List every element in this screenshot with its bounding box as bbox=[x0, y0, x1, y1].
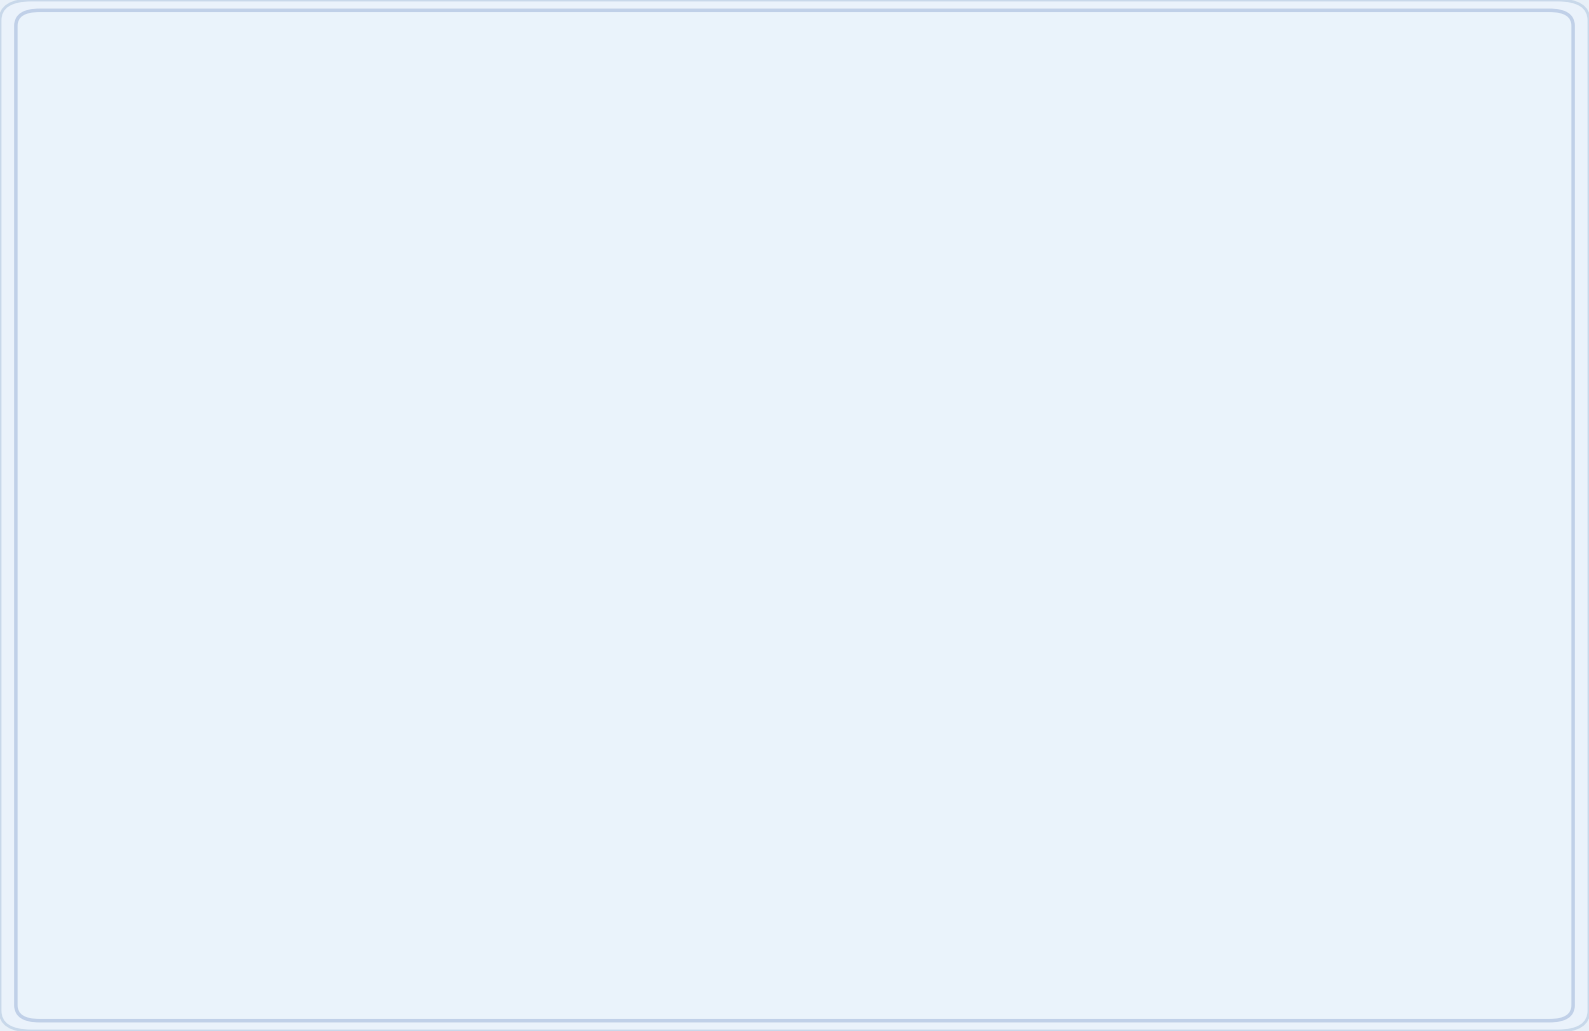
FancyBboxPatch shape bbox=[191, 220, 381, 318]
Text: AUTHORITATIVE
NAMESERVER: AUTHORITATIVE NAMESERVER bbox=[1185, 768, 1357, 809]
Circle shape bbox=[1308, 564, 1330, 578]
FancyBboxPatch shape bbox=[191, 734, 381, 833]
Polygon shape bbox=[1184, 381, 1359, 411]
FancyBboxPatch shape bbox=[205, 487, 367, 565]
Circle shape bbox=[871, 410, 893, 425]
Polygon shape bbox=[1359, 483, 1394, 548]
Text: TTL = 1 HOUR: TTL = 1 HOUR bbox=[969, 553, 1122, 571]
Circle shape bbox=[871, 519, 893, 533]
Polygon shape bbox=[267, 569, 305, 608]
Polygon shape bbox=[1359, 411, 1394, 477]
FancyBboxPatch shape bbox=[715, 559, 922, 636]
Polygon shape bbox=[1359, 554, 1394, 620]
Circle shape bbox=[871, 601, 893, 616]
FancyBboxPatch shape bbox=[205, 229, 367, 307]
Polygon shape bbox=[715, 441, 922, 476]
FancyBboxPatch shape bbox=[715, 476, 922, 555]
Circle shape bbox=[871, 493, 893, 507]
Polygon shape bbox=[267, 311, 305, 351]
FancyBboxPatch shape bbox=[1184, 554, 1359, 620]
FancyBboxPatch shape bbox=[210, 604, 362, 629]
FancyBboxPatch shape bbox=[210, 346, 362, 372]
Text: RESOLVER
WITH CACHE: RESOLVER WITH CACHE bbox=[748, 768, 888, 809]
Polygon shape bbox=[1184, 452, 1359, 483]
Circle shape bbox=[1308, 447, 1330, 462]
Polygon shape bbox=[1184, 523, 1359, 554]
Circle shape bbox=[1308, 590, 1330, 604]
Polygon shape bbox=[216, 236, 248, 257]
FancyBboxPatch shape bbox=[210, 862, 362, 887]
Polygon shape bbox=[267, 827, 305, 866]
Polygon shape bbox=[715, 359, 922, 395]
Circle shape bbox=[1308, 422, 1330, 436]
Polygon shape bbox=[715, 524, 922, 559]
FancyBboxPatch shape bbox=[1184, 483, 1359, 548]
Circle shape bbox=[1308, 493, 1330, 507]
FancyBboxPatch shape bbox=[191, 476, 381, 574]
Polygon shape bbox=[922, 476, 963, 555]
FancyBboxPatch shape bbox=[1184, 411, 1359, 477]
Circle shape bbox=[871, 436, 893, 451]
FancyBboxPatch shape bbox=[715, 395, 922, 472]
Circle shape bbox=[1308, 519, 1330, 533]
Polygon shape bbox=[922, 559, 963, 636]
FancyBboxPatch shape bbox=[205, 744, 367, 823]
Polygon shape bbox=[216, 494, 248, 514]
Polygon shape bbox=[922, 395, 963, 472]
Polygon shape bbox=[216, 751, 248, 771]
Circle shape bbox=[871, 575, 893, 590]
